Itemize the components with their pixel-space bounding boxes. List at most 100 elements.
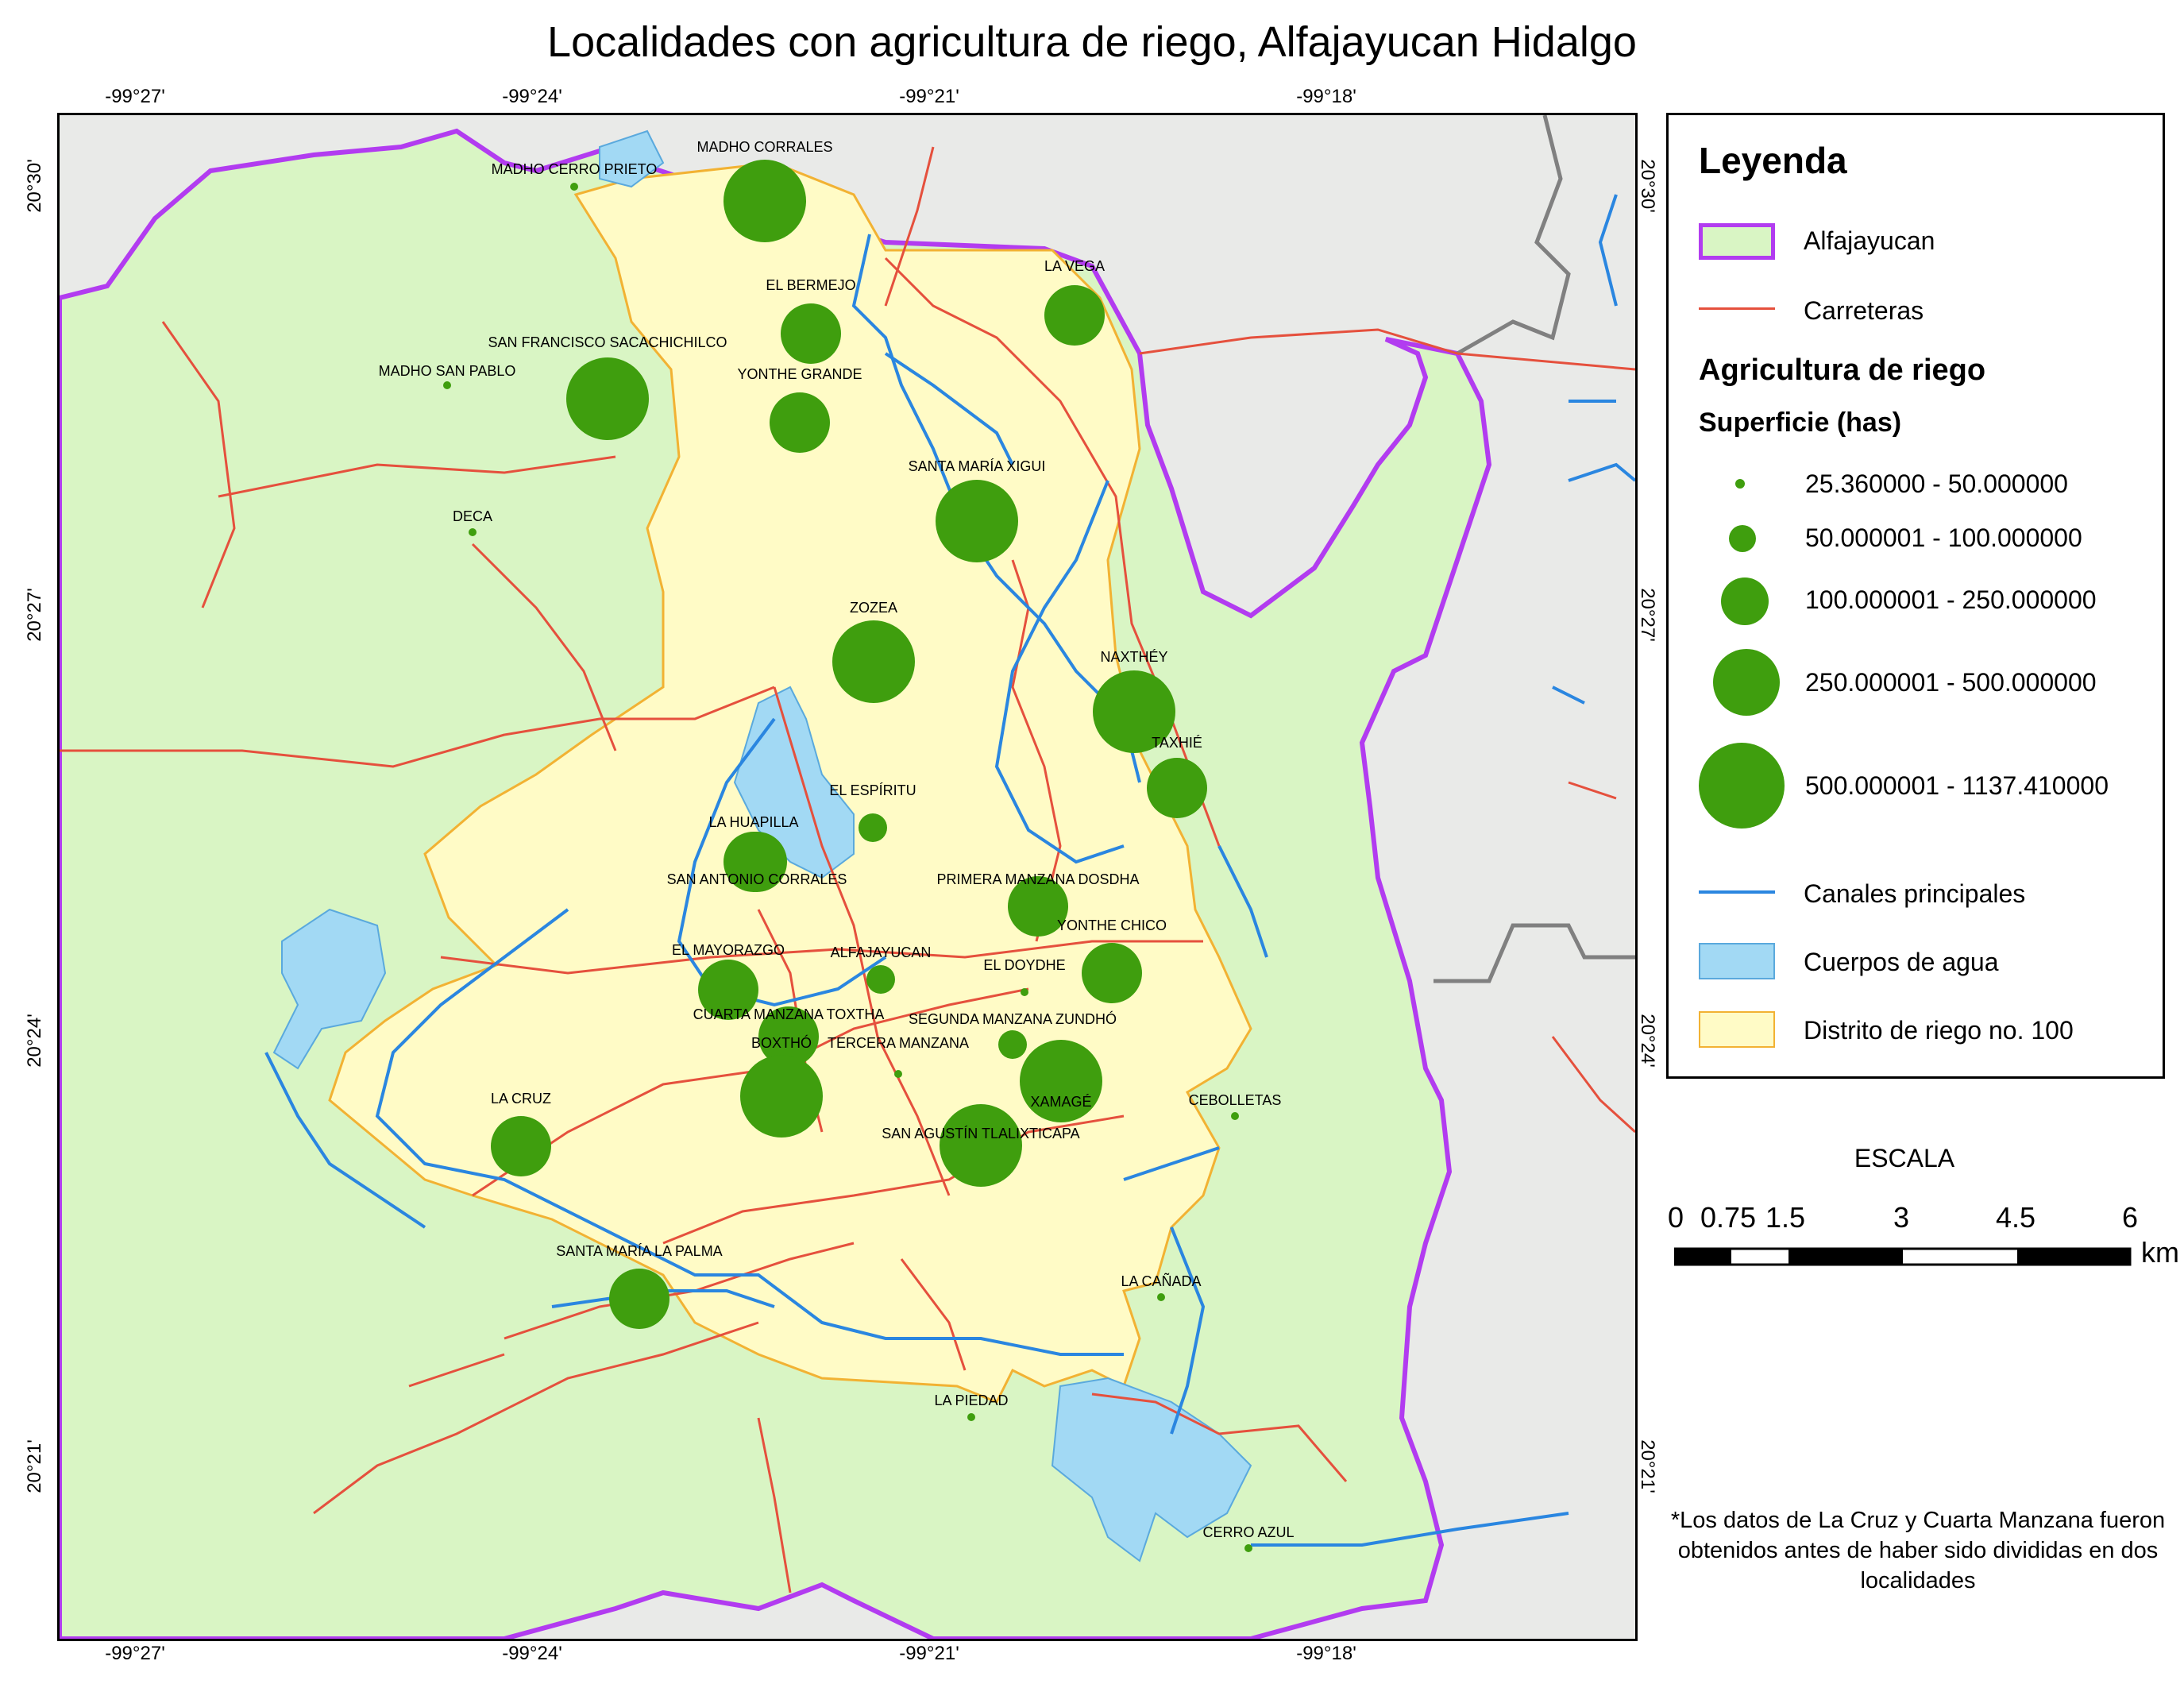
legend-class-1-label: 25.360000 - 50.000000 [1805,469,2068,498]
scale-label-5: 6 [2121,1201,2139,1234]
legend-class-4-label: 250.000001 - 500.000000 [1805,668,2097,697]
road-line-swatch [1699,307,1775,310]
locality-bubble[interactable] [1093,670,1175,753]
locality-bubble[interactable] [1147,758,1207,818]
scale-label-3: 3 [1893,1201,1910,1234]
lon-tick-bottom-2: -99°24' [502,1643,562,1664]
scale-title: ESCALA [1854,1144,1955,1172]
locality-bubble[interactable] [1082,943,1142,1003]
map-frame[interactable]: MADHO CORRALES MADHO CERRO PRIETO EL BERME… [57,113,1638,1641]
legend-water-label: Cuerpos de agua [1804,948,1999,976]
legend-water-row: Cuerpos de agua [1669,938,2161,986]
locality-bubble[interactable] [998,1030,1027,1059]
gray-boundary [1456,115,1571,356]
locality-label: TERCERA MANZANA [828,1035,969,1051]
lon-tick-top-2: -99°24' [502,86,562,107]
locality-bubble[interactable] [740,1055,823,1138]
locality-bubble[interactable] [723,160,806,242]
district-swatch [1699,1011,1775,1048]
legend-class-2-row: 50.000001 - 100.000000 [1669,519,2161,566]
legend-district-row: Distrito de riego no. 100 [1669,1006,2161,1054]
bubble-swatch-5 [1699,743,1785,829]
lat-tick-right-1: 20°30' [1636,159,1658,213]
locality-bubble[interactable] [781,303,841,364]
locality-bubble[interactable] [1008,876,1068,937]
bubble-swatch-4 [1713,649,1780,716]
locality-label: CEBOLLETAS [1189,1092,1282,1108]
locality-bubble[interactable] [727,832,787,892]
locality-label: XAMAGÉ [1030,1094,1091,1110]
legend-canals-row: Canales principales [1669,870,2161,917]
municipality-swatch [1699,223,1775,260]
locality-label: YONTHE GRANDE [737,366,862,382]
locality-bubble[interactable] [832,620,915,703]
locality-bubble[interactable] [1157,1293,1165,1301]
map-title: Localidades con agricultura de riego, Al… [547,18,1637,66]
scale-label-1: 0.75 [1700,1201,1757,1234]
locality-bubble[interactable] [936,480,1018,562]
locality-bubble[interactable] [940,1104,1022,1187]
locality-bubble[interactable] [570,183,578,191]
locality-bubble[interactable] [609,1269,669,1329]
legend-municipality-label: Alfajayucan [1804,226,1935,255]
scale-label-4: 4.5 [1995,1201,2036,1234]
legend-municipality-row: Alfajayucan [1669,217,2161,265]
locality-label: EL BERMEJO [766,277,855,293]
locality-bubble[interactable] [469,528,477,536]
locality-label: EL ESPÍRITU [829,782,916,798]
locality-bubble[interactable] [566,357,649,440]
locality-label: DECA [453,508,492,524]
lat-tick-right-3: 20°24' [1636,1014,1658,1068]
scale-label-2: 1.5 [1765,1201,1806,1234]
locality-label: LA CRUZ [491,1091,551,1107]
locality-bubble[interactable] [967,1413,975,1421]
locality-bubble[interactable] [443,381,451,389]
localities-layer[interactable]: MADHO CORRALES MADHO CERRO PRIETO EL BERME… [60,115,1635,1639]
bubble-swatch-2 [1729,525,1756,552]
bubble-swatch-1 [1735,479,1745,489]
locality-label: PRIMERA MANZANA DOSDHA [936,871,1139,887]
locality-label: MADHO CERRO PRIETO [492,161,658,177]
locality-label: LA VEGA [1044,258,1105,274]
locality-label: EL DOYDHE [983,957,1065,973]
locality-label: SEGUNDA MANZANA ZUNDHÓ [909,1010,1117,1027]
locality-label: CERRO AZUL [1202,1524,1294,1540]
lon-tick-top-3: -99°21' [899,86,959,107]
scale-label-0: 0 [1667,1201,1684,1234]
locality-label: LA PIEDAD [934,1393,1008,1408]
locality-bubble[interactable] [758,1006,819,1067]
lon-tick-bottom-4: -99°18' [1296,1643,1356,1664]
locality-label: EL MAYORAZGO [672,942,785,958]
locality-label: BOXTHÓ [751,1034,812,1051]
locality-label: ZOZEA [850,600,897,616]
locality-label: SAN ANTONIO CORRALES [667,871,847,887]
locality-label: SANTA MARÍA XIGUI [909,458,1046,474]
legend-roads-label: Carreteras [1804,296,1924,325]
locality-bubble[interactable] [770,392,830,453]
legend-class-4-row: 250.000001 - 500.000000 [1669,643,2161,716]
locality-bubble[interactable] [1021,988,1028,996]
lon-tick-top-4: -99°18' [1296,86,1356,107]
bubble-swatch-3 [1721,577,1769,625]
locality-bubble[interactable] [866,965,895,994]
scale-bar: ESCALA 0 0.75 1.5 3 4.5 6 km [1666,1144,2184,1287]
locality-bubble[interactable] [1244,1544,1252,1552]
water-body-central [733,686,855,879]
locality-bubble[interactable] [1231,1112,1239,1120]
locality-bubble[interactable] [1020,1040,1102,1122]
locality-bubble[interactable] [491,1116,551,1176]
locality-bubble[interactable] [1044,285,1105,346]
locality-label: MADHO SAN PABLO [379,363,516,379]
locality-bubble[interactable] [698,960,758,1020]
locality-bubble[interactable] [894,1070,902,1078]
lat-tick-left-4: 20°21' [23,1439,45,1493]
legend-panel: Leyenda Alfajayucan Carreteras Agricultu… [1666,113,2165,1079]
gray-boundary [1433,923,1635,983]
locality-label: CUARTA MANZANA TOXTHA [693,1006,885,1022]
locality-label: YONTHE CHICO [1057,917,1167,933]
locality-bubble[interactable] [859,813,887,842]
lon-tick-top-1: -99°27' [105,86,165,107]
scale-unit: km [2141,1236,2179,1269]
lon-tick-bottom-1: -99°27' [105,1643,165,1664]
lat-tick-right-4: 20°21' [1636,1439,1658,1493]
